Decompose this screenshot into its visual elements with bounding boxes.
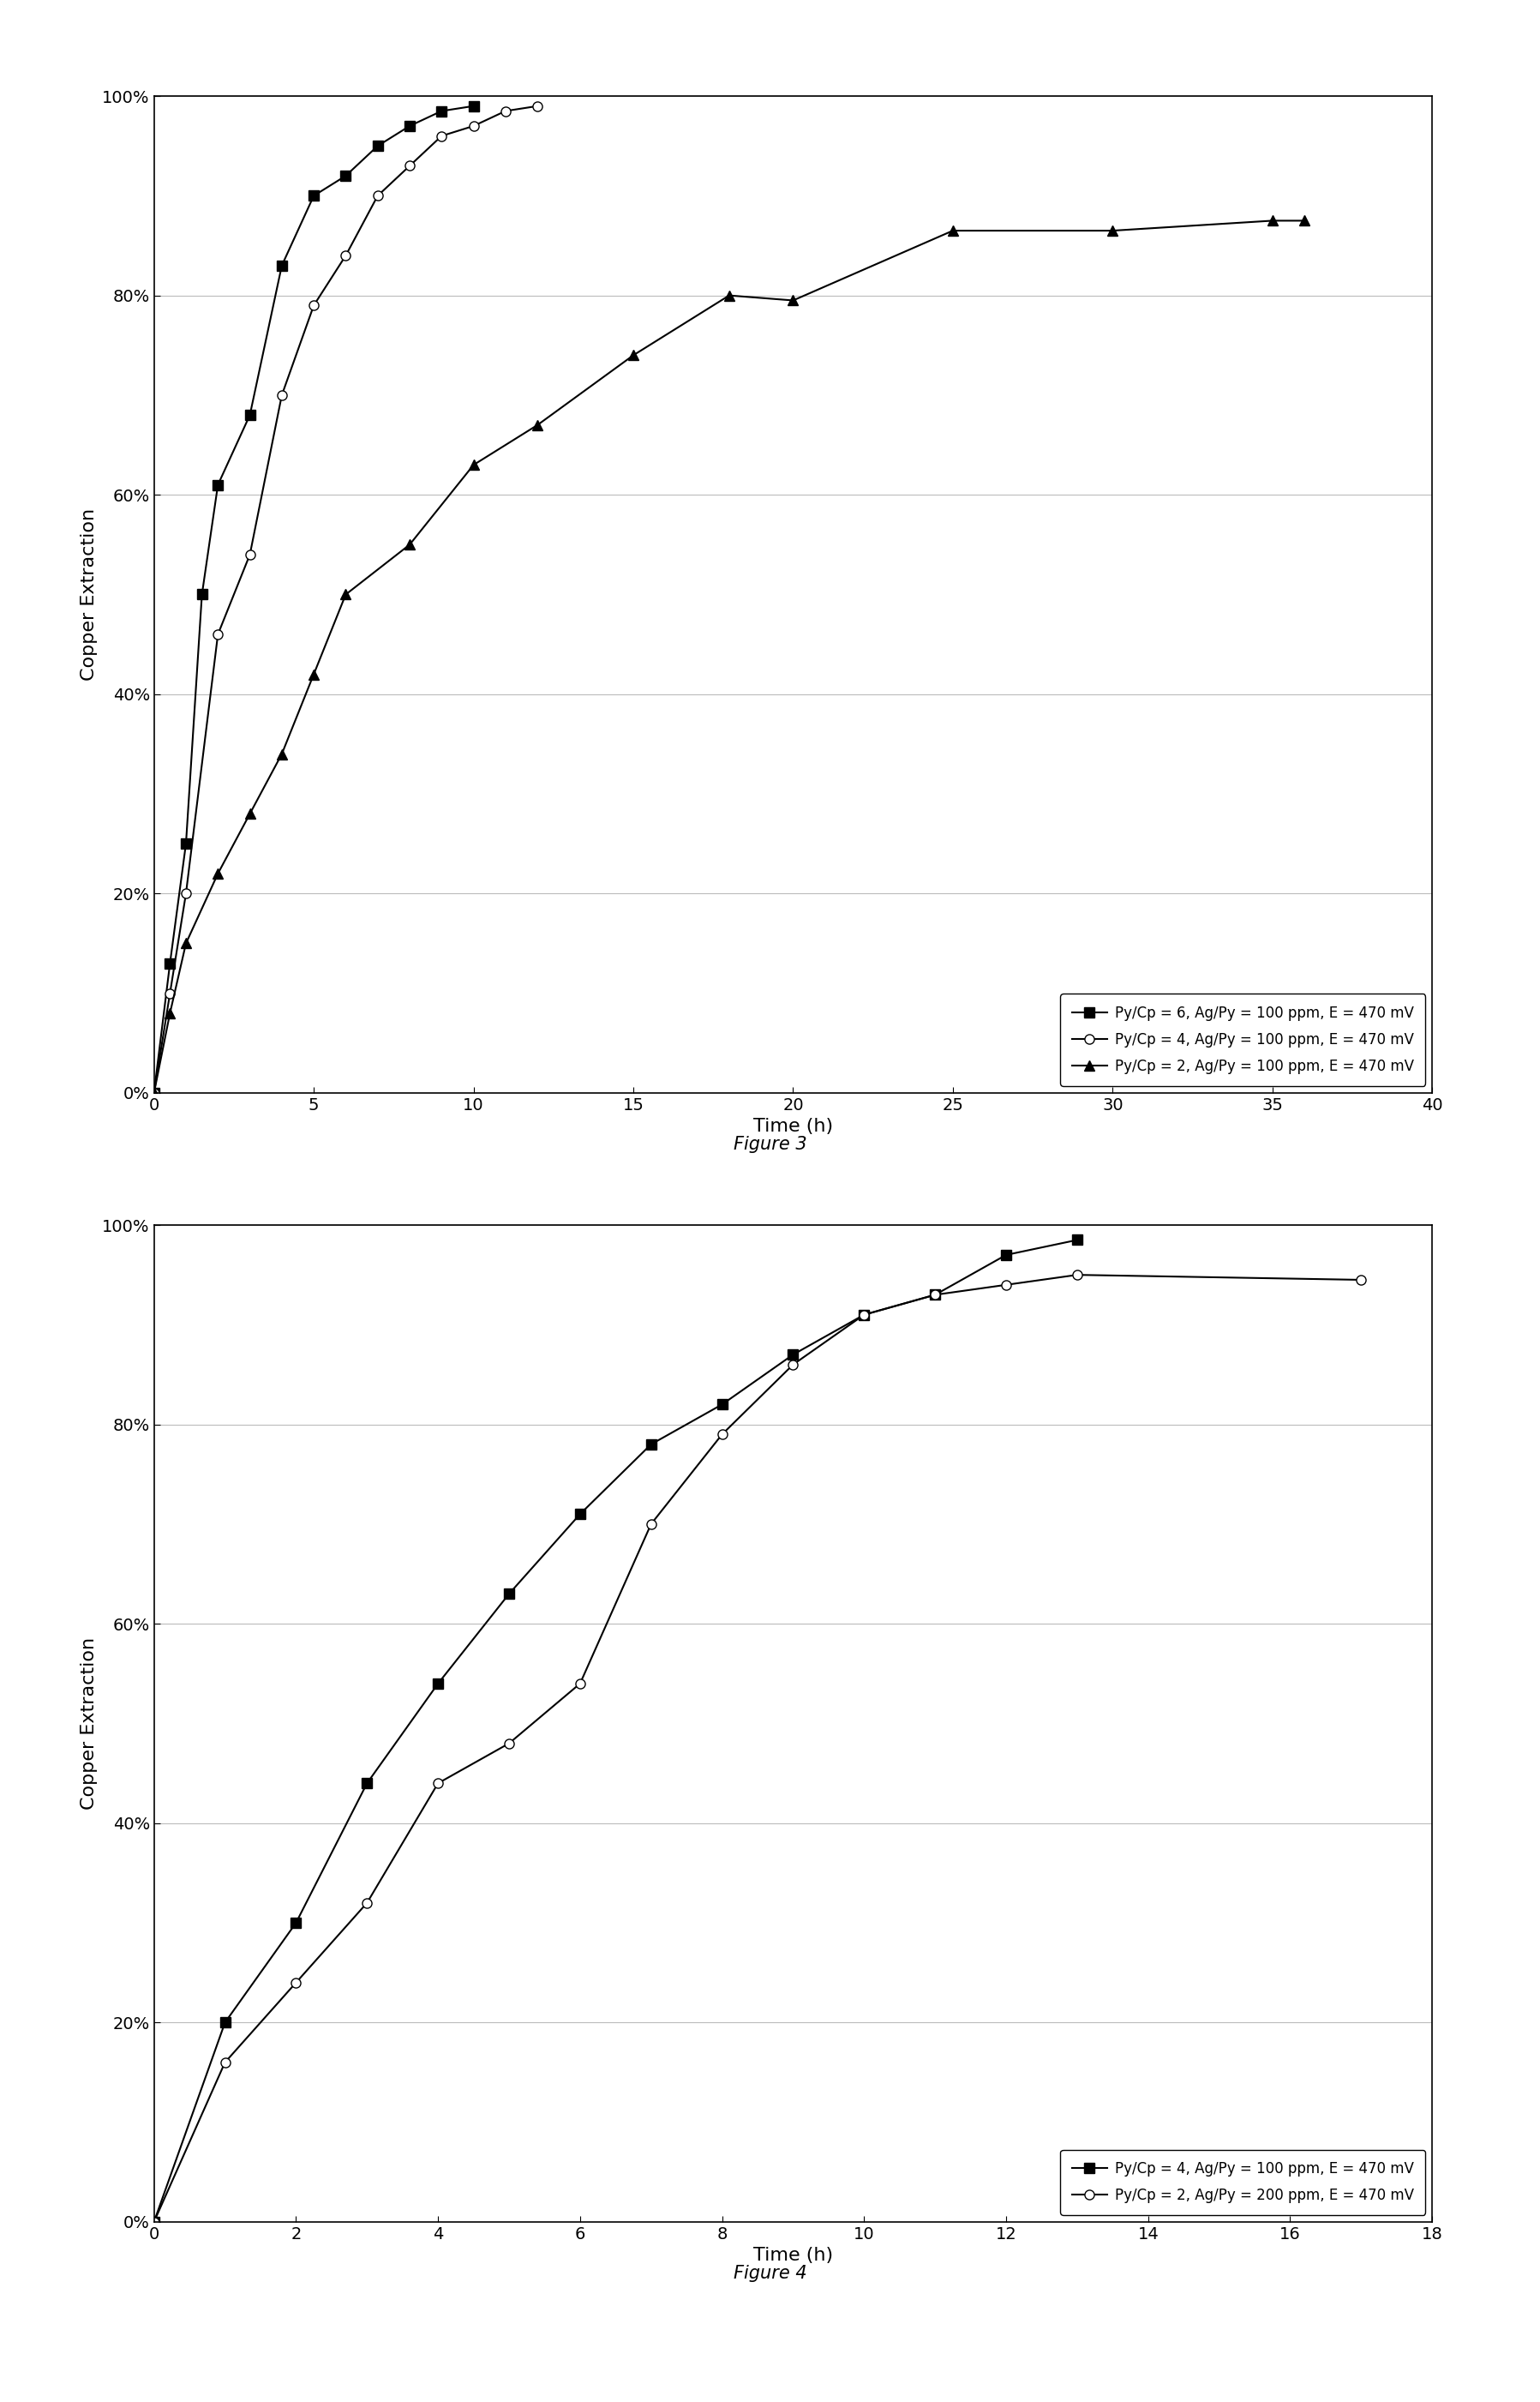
Py/Cp = 4, Ag/Py = 100 ppm, E = 470 mV: [368, 180, 387, 209]
Y-axis label: Copper Extraction: Copper Extraction: [80, 1638, 97, 1809]
Py/Cp = 4, Ag/Py = 100 ppm, E = 470 mV: [337, 240, 356, 269]
Py/Cp = 2, Ag/Py = 100 ppm, E = 470 mV: [1295, 207, 1314, 235]
Y-axis label: Copper Extraction: Copper Extraction: [80, 509, 97, 680]
Py/Cp = 2, Ag/Py = 200 ppm, E = 470 mV: [713, 1420, 732, 1448]
Py/Cp = 4, Ag/Py = 100 ppm, E = 470 mV: [273, 380, 291, 408]
Py/Cp = 4, Ag/Py = 100 ppm, E = 470 mV: [528, 91, 547, 120]
Py/Cp = 2, Ag/Py = 100 ppm, E = 470 mV: [209, 860, 228, 889]
Py/Cp = 6, Ag/Py = 100 ppm, E = 470 mV: [145, 1078, 163, 1107]
Py/Cp = 2, Ag/Py = 200 ppm, E = 470 mV: [1067, 1261, 1086, 1290]
Py/Cp = 2, Ag/Py = 100 ppm, E = 470 mV: [160, 999, 179, 1028]
Py/Cp = 6, Ag/Py = 100 ppm, E = 470 mV: [368, 132, 387, 161]
Legend: Py/Cp = 6, Ag/Py = 100 ppm, E = 470 mV, Py/Cp = 4, Ag/Py = 100 ppm, E = 470 mV, : Py/Cp = 6, Ag/Py = 100 ppm, E = 470 mV, …: [1060, 994, 1424, 1086]
Py/Cp = 2, Ag/Py = 200 ppm, E = 470 mV: [428, 1768, 447, 1797]
Text: Figure 3: Figure 3: [733, 1136, 807, 1153]
Py/Cp = 2, Ag/Py = 200 ppm, E = 470 mV: [642, 1511, 661, 1540]
Py/Cp = 4, Ag/Py = 100 ppm, E = 470 mV: [209, 620, 228, 649]
Py/Cp = 6, Ag/Py = 100 ppm, E = 470 mV: [209, 471, 228, 500]
Py/Cp = 4, Ag/Py = 100 ppm, E = 470 mV: [855, 1299, 873, 1328]
Py/Cp = 2, Ag/Py = 100 ppm, E = 470 mV: [721, 281, 739, 310]
Py/Cp = 4, Ag/Py = 100 ppm, E = 470 mV: [400, 151, 419, 180]
Py/Cp = 2, Ag/Py = 100 ppm, E = 470 mV: [465, 452, 484, 480]
Py/Cp = 2, Ag/Py = 200 ppm, E = 470 mV: [571, 1669, 590, 1698]
X-axis label: Time (h): Time (h): [753, 1117, 833, 1136]
Py/Cp = 2, Ag/Py = 200 ppm, E = 470 mV: [784, 1350, 802, 1379]
Py/Cp = 2, Ag/Py = 200 ppm, E = 470 mV: [996, 1271, 1015, 1299]
Py/Cp = 4, Ag/Py = 100 ppm, E = 470 mV: [177, 879, 196, 908]
Py/Cp = 2, Ag/Py = 200 ppm, E = 470 mV: [145, 2207, 163, 2236]
Legend: Py/Cp = 4, Ag/Py = 100 ppm, E = 470 mV, Py/Cp = 2, Ag/Py = 200 ppm, E = 470 mV: Py/Cp = 4, Ag/Py = 100 ppm, E = 470 mV, …: [1060, 2150, 1424, 2215]
Py/Cp = 2, Ag/Py = 100 ppm, E = 470 mV: [177, 930, 196, 958]
Py/Cp = 4, Ag/Py = 100 ppm, E = 470 mV: [357, 1768, 376, 1797]
Py/Cp = 2, Ag/Py = 100 ppm, E = 470 mV: [1263, 207, 1281, 235]
Py/Cp = 4, Ag/Py = 100 ppm, E = 470 mV: [428, 1669, 447, 1698]
Py/Cp = 2, Ag/Py = 200 ppm, E = 470 mV: [926, 1280, 944, 1309]
Line: Py/Cp = 4, Ag/Py = 100 ppm, E = 470 mV: Py/Cp = 4, Ag/Py = 100 ppm, E = 470 mV: [149, 1235, 1083, 2227]
Py/Cp = 6, Ag/Py = 100 ppm, E = 470 mV: [240, 401, 259, 430]
Py/Cp = 4, Ag/Py = 100 ppm, E = 470 mV: [160, 980, 179, 1009]
Py/Cp = 2, Ag/Py = 100 ppm, E = 470 mV: [624, 341, 642, 370]
Py/Cp = 4, Ag/Py = 100 ppm, E = 470 mV: [240, 540, 259, 569]
Line: Py/Cp = 6, Ag/Py = 100 ppm, E = 470 mV: Py/Cp = 6, Ag/Py = 100 ppm, E = 470 mV: [149, 101, 479, 1098]
Py/Cp = 4, Ag/Py = 100 ppm, E = 470 mV: [145, 2207, 163, 2236]
Py/Cp = 4, Ag/Py = 100 ppm, E = 470 mV: [713, 1391, 732, 1420]
Py/Cp = 2, Ag/Py = 100 ppm, E = 470 mV: [337, 579, 356, 608]
Py/Cp = 4, Ag/Py = 100 ppm, E = 470 mV: [216, 2008, 234, 2037]
Py/Cp = 4, Ag/Py = 100 ppm, E = 470 mV: [1067, 1225, 1086, 1254]
Py/Cp = 6, Ag/Py = 100 ppm, E = 470 mV: [192, 579, 211, 608]
Py/Cp = 6, Ag/Py = 100 ppm, E = 470 mV: [465, 91, 484, 120]
Py/Cp = 6, Ag/Py = 100 ppm, E = 470 mV: [273, 252, 291, 281]
Text: Figure 4: Figure 4: [733, 2265, 807, 2282]
Py/Cp = 6, Ag/Py = 100 ppm, E = 470 mV: [400, 110, 419, 139]
Py/Cp = 6, Ag/Py = 100 ppm, E = 470 mV: [337, 161, 356, 190]
Py/Cp = 4, Ag/Py = 100 ppm, E = 470 mV: [286, 1907, 305, 1936]
Py/Cp = 2, Ag/Py = 100 ppm, E = 470 mV: [145, 1078, 163, 1107]
Py/Cp = 2, Ag/Py = 100 ppm, E = 470 mV: [944, 216, 962, 245]
Py/Cp = 6, Ag/Py = 100 ppm, E = 470 mV: [433, 96, 451, 125]
Py/Cp = 4, Ag/Py = 100 ppm, E = 470 mV: [433, 123, 451, 151]
Py/Cp = 4, Ag/Py = 100 ppm, E = 470 mV: [642, 1429, 661, 1458]
Py/Cp = 4, Ag/Py = 100 ppm, E = 470 mV: [571, 1499, 590, 1528]
Py/Cp = 2, Ag/Py = 100 ppm, E = 470 mV: [1103, 216, 1121, 245]
Py/Cp = 2, Ag/Py = 100 ppm, E = 470 mV: [273, 740, 291, 769]
Line: Py/Cp = 2, Ag/Py = 100 ppm, E = 470 mV: Py/Cp = 2, Ag/Py = 100 ppm, E = 470 mV: [149, 216, 1309, 1098]
Py/Cp = 4, Ag/Py = 100 ppm, E = 470 mV: [496, 96, 514, 125]
Line: Py/Cp = 4, Ag/Py = 100 ppm, E = 470 mV: Py/Cp = 4, Ag/Py = 100 ppm, E = 470 mV: [149, 101, 542, 1098]
Py/Cp = 2, Ag/Py = 100 ppm, E = 470 mV: [400, 531, 419, 560]
Py/Cp = 2, Ag/Py = 100 ppm, E = 470 mV: [528, 411, 547, 440]
Py/Cp = 2, Ag/Py = 200 ppm, E = 470 mV: [357, 1888, 376, 1917]
Py/Cp = 4, Ag/Py = 100 ppm, E = 470 mV: [500, 1581, 519, 1609]
Py/Cp = 4, Ag/Py = 100 ppm, E = 470 mV: [145, 1078, 163, 1107]
Py/Cp = 4, Ag/Py = 100 ppm, E = 470 mV: [926, 1280, 944, 1309]
Py/Cp = 2, Ag/Py = 200 ppm, E = 470 mV: [855, 1299, 873, 1328]
Py/Cp = 2, Ag/Py = 200 ppm, E = 470 mV: [1352, 1266, 1371, 1295]
Py/Cp = 2, Ag/Py = 200 ppm, E = 470 mV: [216, 2049, 234, 2078]
Py/Cp = 6, Ag/Py = 100 ppm, E = 470 mV: [305, 180, 323, 209]
Py/Cp = 6, Ag/Py = 100 ppm, E = 470 mV: [177, 829, 196, 858]
X-axis label: Time (h): Time (h): [753, 2246, 833, 2265]
Py/Cp = 4, Ag/Py = 100 ppm, E = 470 mV: [465, 110, 484, 139]
Py/Cp = 4, Ag/Py = 100 ppm, E = 470 mV: [305, 291, 323, 319]
Py/Cp = 2, Ag/Py = 100 ppm, E = 470 mV: [305, 661, 323, 689]
Py/Cp = 2, Ag/Py = 200 ppm, E = 470 mV: [286, 1967, 305, 1996]
Py/Cp = 4, Ag/Py = 100 ppm, E = 470 mV: [784, 1340, 802, 1369]
Py/Cp = 2, Ag/Py = 200 ppm, E = 470 mV: [500, 1729, 519, 1758]
Py/Cp = 2, Ag/Py = 100 ppm, E = 470 mV: [240, 800, 259, 829]
Py/Cp = 2, Ag/Py = 100 ppm, E = 470 mV: [784, 286, 802, 315]
Line: Py/Cp = 2, Ag/Py = 200 ppm, E = 470 mV: Py/Cp = 2, Ag/Py = 200 ppm, E = 470 mV: [149, 1271, 1366, 2227]
Py/Cp = 6, Ag/Py = 100 ppm, E = 470 mV: [160, 949, 179, 978]
Py/Cp = 4, Ag/Py = 100 ppm, E = 470 mV: [996, 1239, 1015, 1268]
